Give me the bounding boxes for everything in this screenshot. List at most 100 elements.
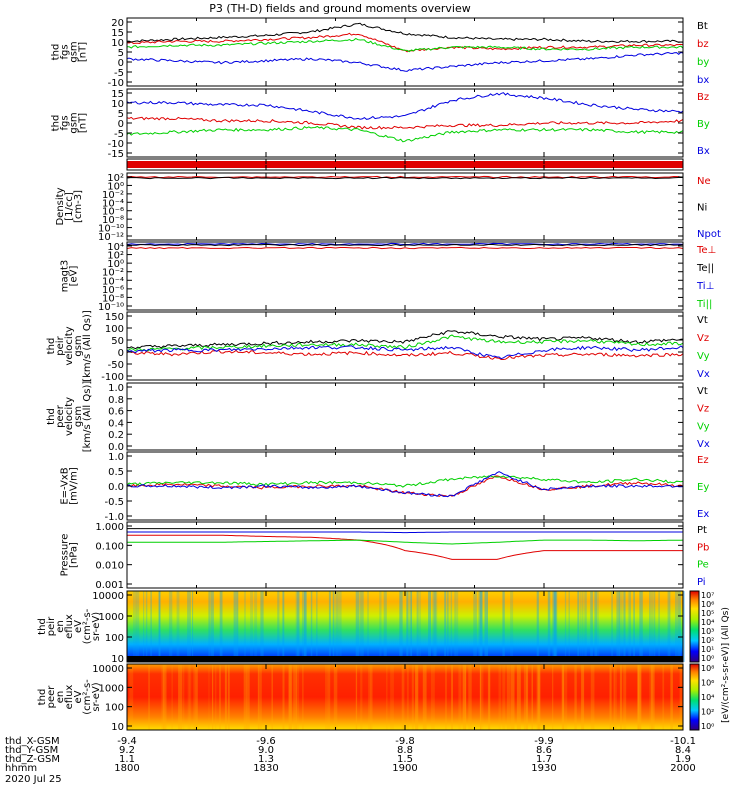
y-axis-label: [nT] (78, 42, 89, 62)
spectrogram-streak (409, 591, 412, 662)
spectrogram-streak (360, 591, 364, 662)
x-tick-label: 8.4 (675, 745, 691, 756)
y-axis-label: thd (51, 115, 62, 132)
y-tick-label: 10 (111, 654, 124, 665)
colorbar (689, 663, 700, 731)
spectrogram-streak (212, 664, 214, 730)
plot-title: P3 (TH-D) fields and ground moments over… (209, 2, 471, 15)
spectrogram-streak (488, 664, 491, 730)
panel-frame (126, 382, 684, 451)
spectrogram-streak (271, 664, 273, 730)
spectrogram-streak (145, 591, 148, 662)
spectrogram-streak (302, 591, 306, 662)
spectrogram-streak (538, 664, 541, 730)
legend-entry: Te|| (696, 263, 714, 274)
spectrogram-streak (506, 664, 511, 730)
colorbar-tick-label: 10⁰ (701, 722, 714, 731)
x-tick-label: 9.0 (258, 745, 274, 756)
spectrogram-streak (161, 664, 165, 730)
spectrogram-streak (325, 664, 328, 730)
spectrogram-streak (327, 664, 331, 730)
series-bx (126, 92, 684, 120)
spectrogram-streak (410, 591, 413, 662)
x-tick-label: 1.7 (536, 754, 552, 765)
y-tick-label: 15 (111, 89, 124, 100)
spectrogram-streak (431, 664, 435, 730)
legend-entry: Npot (697, 229, 721, 240)
spectrogram-streak (176, 591, 180, 662)
y-axis-label: gsm (73, 406, 84, 427)
spectrogram-streak (193, 664, 196, 730)
y-tick-label: 10000 (92, 591, 124, 602)
spectrogram-streak (455, 591, 459, 662)
spectrogram-streak (418, 591, 421, 662)
spectrogram-streak (639, 591, 643, 662)
spectrogram-streak (187, 664, 190, 730)
y-tick-label: 10² (107, 173, 124, 184)
panel-frame (126, 241, 684, 311)
series-vz (126, 349, 684, 360)
spectrogram-streak (480, 664, 482, 730)
spectrogram-streak (682, 591, 685, 662)
spectrogram-streak (310, 591, 313, 662)
spectrogram-streak (584, 591, 587, 662)
electron-spectrogram (127, 664, 683, 730)
spectrogram-streak (574, 664, 577, 730)
legend-entry: Vy (697, 351, 710, 362)
y-tick-label: 150 (105, 312, 124, 323)
legend-entry: Vy (697, 421, 710, 432)
x-tick-label: 1930 (531, 763, 556, 774)
spectrogram-streak (182, 664, 185, 730)
y-axis-label: thd (46, 338, 57, 355)
spectrogram-streak (473, 591, 477, 662)
spectrogram-streak (355, 664, 358, 730)
y-tick-label: -1.0 (104, 512, 124, 523)
legend-entry: Ez (697, 455, 709, 466)
y-tick-label: 0 (118, 58, 124, 69)
y-tick-label: -100 (101, 372, 124, 383)
spectrogram-streak (250, 591, 253, 662)
legend-entry: Ti|| (696, 299, 712, 310)
spectrogram-streak (638, 664, 640, 730)
legend-entry: Vx (697, 369, 710, 380)
spectrogram-streak (649, 664, 653, 730)
y-axis-label: gsm (69, 41, 80, 62)
y-axis-label: en (55, 620, 66, 633)
spectrogram-streak (510, 664, 515, 730)
y-tick-label: 1000 (99, 683, 124, 694)
spectrogram-streak (590, 664, 595, 730)
y-tick-label: -50 (108, 360, 124, 371)
spectrogram-streak (609, 664, 611, 730)
legend-entry: Pb (697, 542, 709, 553)
spectrogram-streak (129, 664, 134, 730)
spectrogram-streak (479, 664, 482, 730)
spectrogram-streak (650, 664, 655, 730)
spectrogram-streak (562, 664, 564, 730)
y-axis-label: (cm²-s- (82, 608, 93, 644)
y-tick-label: 20 (111, 18, 124, 29)
legend-entry: By (697, 119, 710, 130)
y-tick-label: 0.0 (108, 482, 124, 493)
spectrogram-streak (367, 591, 369, 662)
series-vx (126, 345, 684, 360)
y-axis-label: peer (46, 685, 57, 709)
spectrogram-streak (406, 591, 409, 662)
y-axis-label: peir (46, 616, 57, 636)
colorbar-tick-label: 10⁴ (701, 618, 714, 627)
spectrogram-streak (406, 664, 409, 730)
spectrogram-streak (210, 591, 214, 662)
y-tick-label: -10 (108, 139, 124, 150)
spectrogram-streak (338, 591, 342, 662)
x-tick-label: -9.6 (256, 736, 276, 747)
series-pe (127, 539, 684, 545)
y-tick-label: -5 (114, 129, 124, 140)
series-ex (126, 471, 684, 498)
x-tick-label: 8.8 (397, 745, 413, 756)
y-axis-label: sr-eV) (91, 612, 102, 641)
spectrogram-streak (465, 664, 467, 730)
colorbar-tick-label: 10¹ (701, 645, 714, 654)
spectrogram-streak (228, 664, 230, 730)
spectrogram-streak (649, 591, 654, 662)
panel-frame (126, 172, 684, 241)
y-tick-label: 15 (111, 28, 124, 39)
